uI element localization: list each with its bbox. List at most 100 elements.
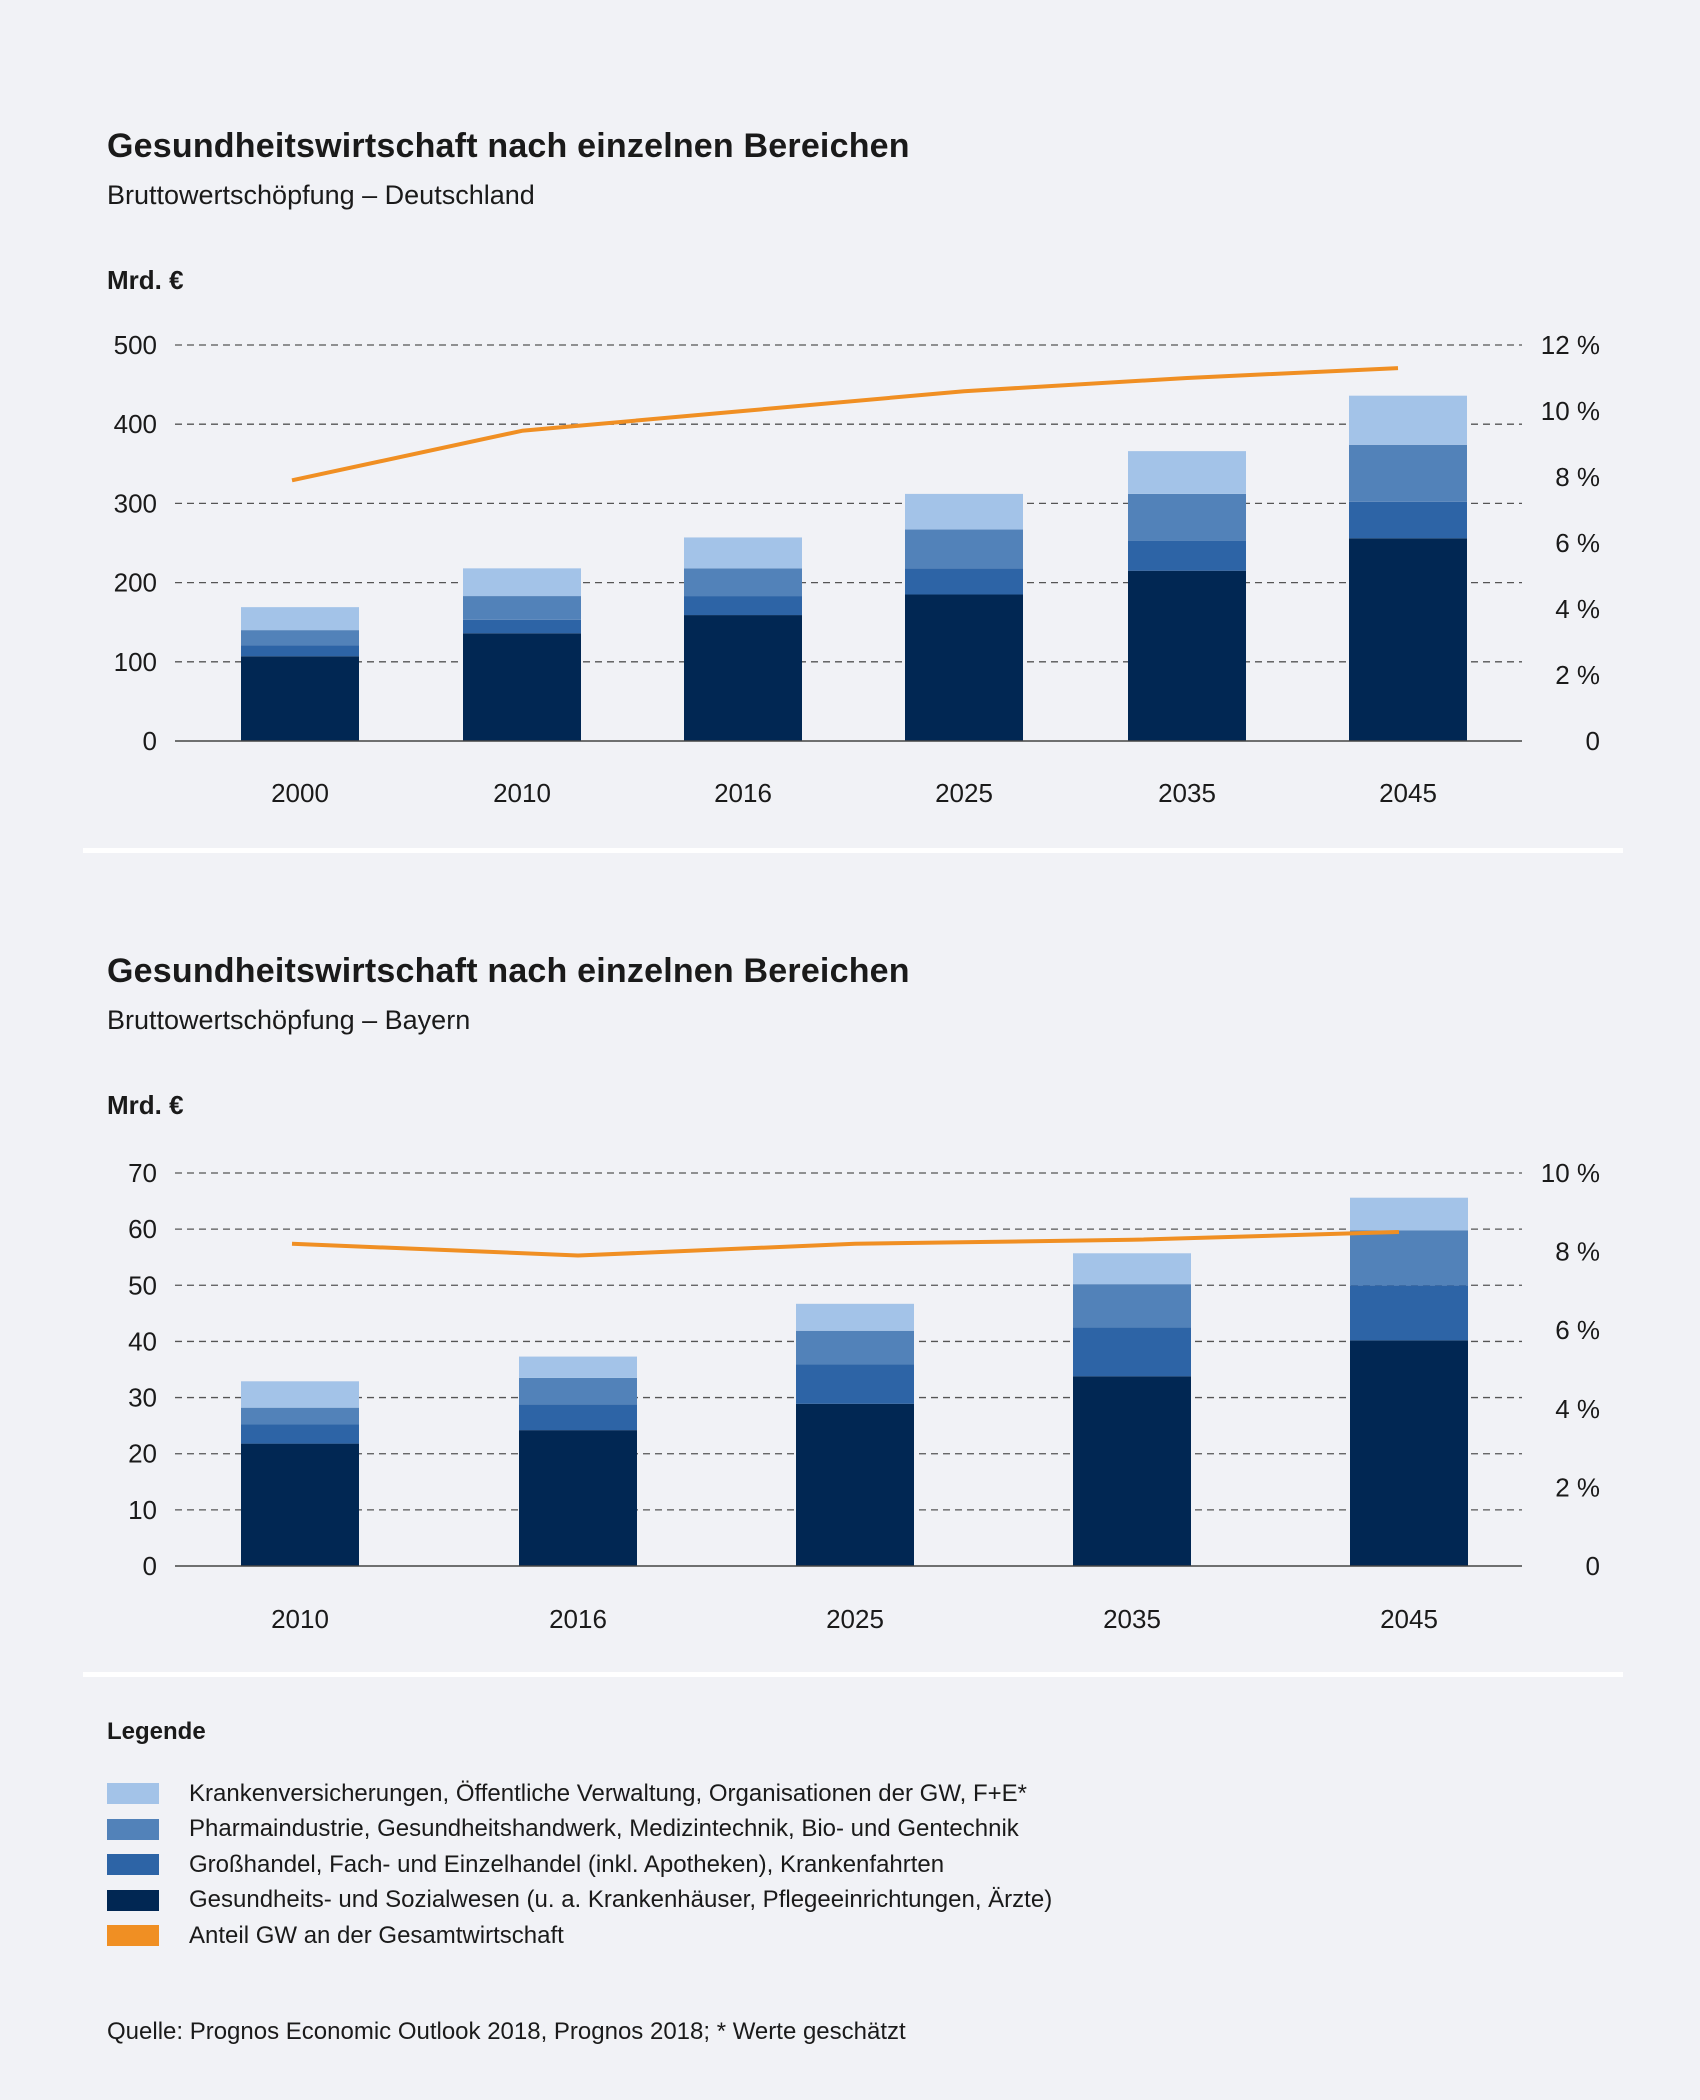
bar-segment-gesundheitswesen — [905, 594, 1023, 741]
y-tick-label: 200 — [114, 568, 157, 598]
y2-tick-label: 4 % — [1555, 1394, 1600, 1424]
bar-segment-pharma — [684, 568, 802, 597]
y2-tick-label: 4 % — [1555, 594, 1600, 624]
bar-segment-krankenversicherungen — [241, 607, 359, 631]
legend-label: Anteil GW an der Gesamtwirtschaft — [189, 1921, 564, 1949]
bar-segment-handel — [1350, 1285, 1468, 1341]
bar-segment-gesundheitswesen — [1350, 1340, 1468, 1566]
legend-swatch — [107, 1889, 159, 1911]
bar-segment-gesundheitswesen — [1073, 1376, 1191, 1566]
stacked-bar-chart-deutschland: 0 100 200 300 400 500 0 2 % 4 % 6 % 8 % 10 % 12 % 200… — [114, 330, 1600, 808]
bar-segment-krankenversicherungen — [519, 1356, 637, 1378]
x-tick-label: 2016 — [714, 778, 772, 808]
bar-segment-pharma — [905, 529, 1023, 569]
y-axis-unit-label: Mrd. € — [107, 265, 184, 295]
y2-tick-label: 0 — [1586, 726, 1600, 756]
bar-segment-krankenversicherungen — [1350, 1197, 1468, 1231]
legend-swatch — [107, 1854, 159, 1876]
bar-segment-gesundheitswesen — [684, 615, 802, 741]
bar-segment-krankenversicherungen — [905, 493, 1023, 530]
y-tick-label: 400 — [114, 409, 157, 439]
x-tick-label: 2010 — [493, 778, 551, 808]
y-tick-label: 10 — [128, 1495, 157, 1525]
x-tick-label: 2025 — [935, 778, 993, 808]
y2-tick-label: 6 % — [1555, 1315, 1600, 1345]
bar-segment-handel — [796, 1364, 914, 1404]
bar-segment-gesundheitswesen — [519, 1430, 637, 1566]
stacked-bar-chart-bayern: 0 10 20 30 40 50 60 70 0 2 % 4 % 6 % 8 % 10 % 2010 2016… — [128, 1158, 1600, 1634]
legend-item-krankenversicherungen: Krankenversicherungen, Öffentliche Verwa… — [107, 1776, 1052, 1812]
y2-tick-label: 10 % — [1541, 1158, 1600, 1188]
bar-segment-krankenversicherungen — [684, 537, 802, 569]
y2-tick-label: 6 % — [1555, 528, 1600, 558]
bar-segment-pharma — [463, 596, 581, 620]
share-line — [291, 1229, 1400, 1258]
chart-title: Gesundheitswirtschaft nach einzelnen Ber… — [107, 127, 910, 165]
x-tick-label: 2045 — [1379, 778, 1437, 808]
bar-segment-krankenversicherungen — [796, 1303, 914, 1331]
y2-tick-label: 12 % — [1541, 330, 1600, 360]
legend-label: Pharmaindustrie, Gesundheitshandwerk, Me… — [189, 1815, 1019, 1843]
bar-segment-handel — [463, 619, 581, 634]
y2-tick-label: 8 % — [1555, 1237, 1600, 1267]
bar-segment-handel — [241, 645, 359, 657]
bar-segment-pharma — [1073, 1284, 1191, 1328]
y-tick-label: 70 — [128, 1158, 157, 1188]
y2-tick-label: 10 % — [1541, 396, 1600, 426]
y2-tick-label: 2 % — [1555, 660, 1600, 690]
chart-subtitle: Bruttowertschöpfung – Bayern — [107, 1005, 471, 1035]
bar-segment-gesundheitswesen — [241, 1443, 359, 1566]
chart-subtitle: Bruttowertschöpfung – Deutschland — [107, 180, 535, 210]
y-axis-unit-label: Mrd. € — [107, 1090, 184, 1120]
bar-segment-handel — [1349, 501, 1467, 539]
x-tick-label: 2016 — [549, 1604, 607, 1634]
bar-segment-handel — [684, 596, 802, 616]
bar-segment-pharma — [519, 1377, 637, 1405]
legend-swatch — [107, 1818, 159, 1840]
y2-tick-label: 8 % — [1555, 462, 1600, 492]
x-tick-label: 2045 — [1380, 1604, 1438, 1634]
legend-swatch — [107, 1783, 159, 1805]
bar-segment-pharma — [796, 1330, 914, 1365]
bar-segment-gesundheitswesen — [1349, 538, 1467, 741]
y-tick-label: 0 — [143, 1551, 157, 1581]
share-line — [291, 366, 1399, 483]
bar-segment-krankenversicherungen — [1073, 1253, 1191, 1285]
legend-label: Großhandel, Fach- und Einzelhandel (inkl… — [189, 1850, 945, 1878]
x-tick-label: 2035 — [1103, 1604, 1161, 1634]
bar-segment-handel — [1128, 540, 1246, 571]
bar-segment-pharma — [1349, 444, 1467, 502]
x-tick-label: 2010 — [271, 1604, 329, 1634]
bar-segment-gesundheitswesen — [1128, 570, 1246, 741]
bar-segment-handel — [1073, 1327, 1191, 1377]
legend-label: Gesundheits- und Sozialwesen (u. a. Kran… — [189, 1886, 1053, 1914]
legend-item-handel: Großhandel, Fach- und Einzelhandel (inkl… — [107, 1847, 1052, 1883]
x-tick-label: 2035 — [1158, 778, 1216, 808]
y-tick-label: 50 — [128, 1270, 157, 1300]
legend-item-anteil: Anteil GW an der Gesamtwirtschaft — [107, 1918, 1052, 1954]
panel-divider — [83, 1672, 1623, 1677]
y-tick-label: 20 — [128, 1439, 157, 1469]
y-tick-label: 500 — [114, 330, 157, 360]
legend-label: Krankenversicherungen, Öffentliche Verwa… — [189, 1779, 1028, 1807]
legend: Legende Krankenversicherungen, Öffentlic… — [107, 1718, 1052, 1954]
y-tick-label: 40 — [128, 1326, 157, 1356]
bar-segment-krankenversicherungen — [1128, 451, 1246, 494]
chart-title: Gesundheitswirtschaft nach einzelnen Ber… — [107, 952, 910, 990]
bar-segment-handel — [905, 568, 1023, 595]
bar-segment-krankenversicherungen — [1349, 395, 1467, 445]
y-tick-label: 100 — [114, 647, 157, 677]
legend-item-gesundheitswesen: Gesundheits- und Sozialwesen (u. a. Kran… — [107, 1883, 1052, 1919]
bar-segment-pharma — [241, 630, 359, 646]
legend-title: Legende — [107, 1718, 206, 1745]
y-tick-label: 30 — [128, 1383, 157, 1413]
panel-divider — [83, 848, 1623, 853]
x-tick-label: 2025 — [826, 1604, 884, 1634]
legend-swatch — [107, 1925, 159, 1947]
bar-segment-handel — [241, 1424, 359, 1444]
legend-item-pharma: Pharmaindustrie, Gesundheitshandwerk, Me… — [107, 1812, 1052, 1848]
bar-segment-gesundheitswesen — [796, 1403, 914, 1566]
bar-segment-gesundheitswesen — [241, 656, 359, 741]
y-tick-label: 0 — [143, 726, 157, 756]
source-note: Quelle: Prognos Economic Outlook 2018, P… — [107, 2018, 906, 2045]
